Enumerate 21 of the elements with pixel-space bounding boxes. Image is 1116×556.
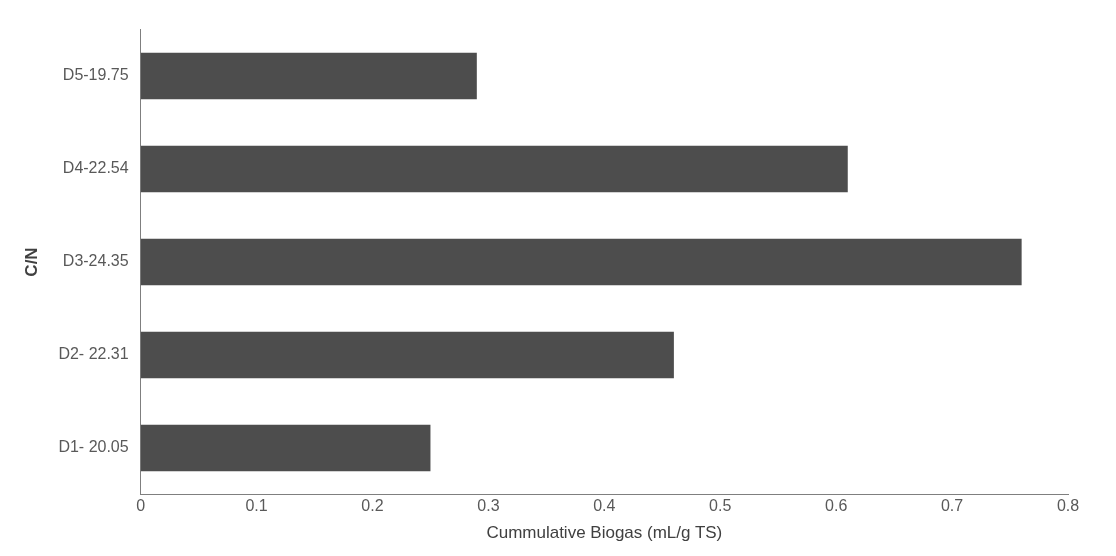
x-tick-label: 0.8 (1056, 497, 1080, 515)
x-axis-title: Cummulative Biogas (mL/g TS) (486, 523, 723, 543)
x-tick-label: 0.5 (709, 497, 732, 515)
x-tick-label: 0.2 (361, 497, 384, 515)
bar (140, 331, 674, 379)
y-axis-title: C/N (21, 247, 41, 277)
y-tick-label: D3-24.35 (62, 252, 129, 270)
x-tick-label: 0.3 (477, 497, 500, 515)
y-tick-label: D1- 20.05 (58, 438, 129, 456)
y-tick-label: D5-19.75 (62, 66, 129, 84)
y-tick-label: D4-22.54 (62, 159, 129, 177)
x-tick-label: 0.7 (940, 497, 964, 515)
bar (140, 424, 431, 472)
y-tick-label: D2- 22.31 (58, 345, 129, 363)
bar (140, 145, 848, 193)
x-tick-label: 0.1 (245, 497, 268, 515)
x-tick-label: 0.6 (825, 497, 848, 515)
x-tick-label: 0 (136, 497, 146, 515)
bar (140, 238, 1022, 286)
bar (140, 52, 477, 100)
x-tick-label: 0.4 (593, 497, 616, 515)
